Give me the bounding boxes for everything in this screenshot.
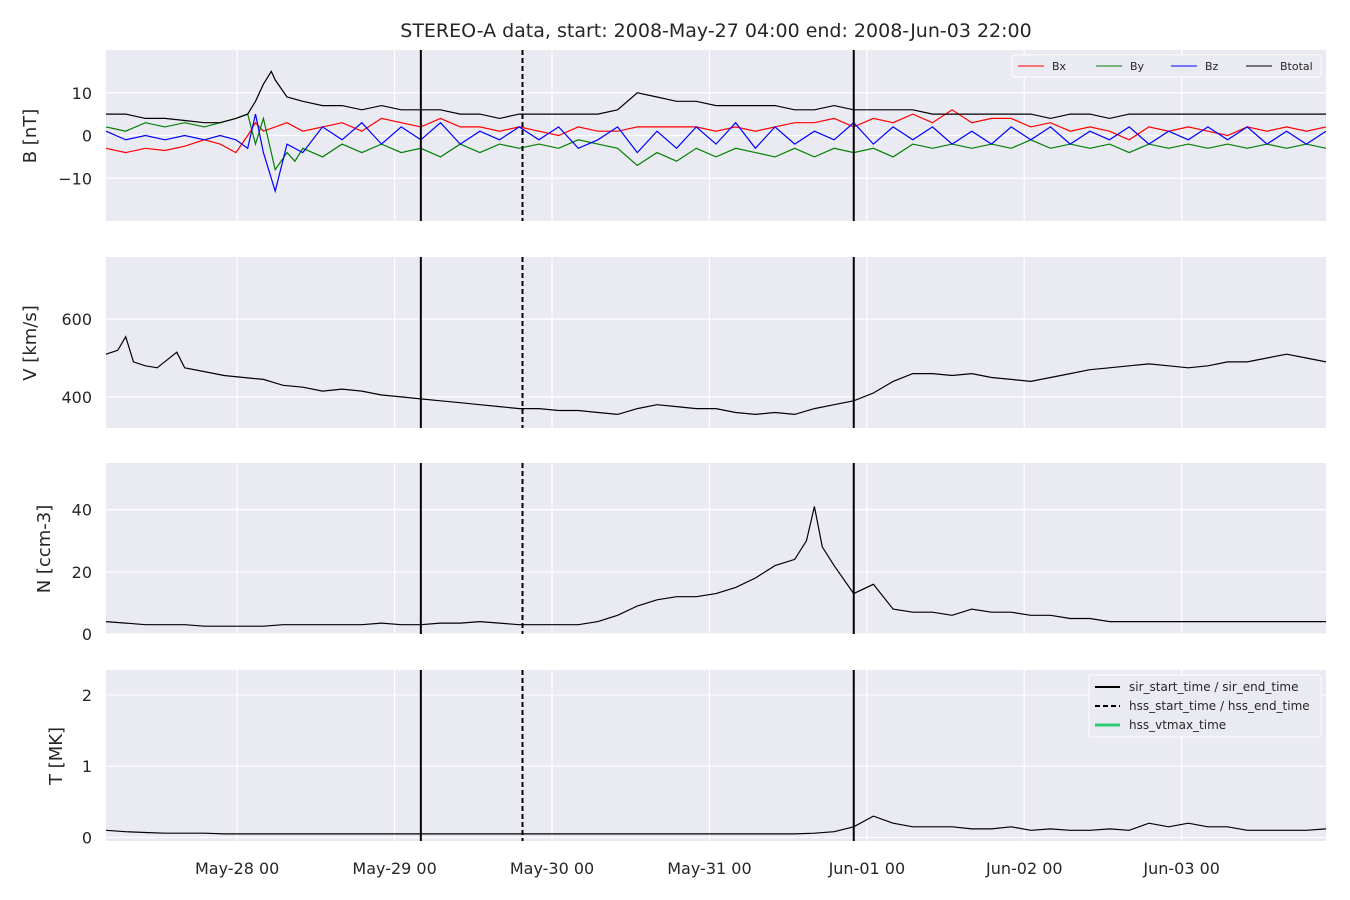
panel-t-series-0-line <box>105 815 1327 835</box>
panel-n-ytick-label: 40 <box>72 501 92 520</box>
legend-vtmax-label: hss_vtmax_time <box>1129 718 1226 732</box>
chart-title: STEREO-A data, start: 2008-May-27 04:00 … <box>400 20 1031 42</box>
panel-v-ylabel: V [km/s] <box>20 305 41 380</box>
panel-t-ytick-label: 1 <box>82 757 92 776</box>
panel-n-ylabel: N [ccm-3] <box>34 505 55 594</box>
panel-n-series-0-line <box>105 506 1326 627</box>
panel-b-ytick-label: 10 <box>72 84 92 103</box>
panel-v-ytick-label: 600 <box>61 310 92 329</box>
x-tick-label: May-30 00 <box>510 859 594 878</box>
panel-b-legend: Bx By Bz Btotal <box>1011 54 1322 78</box>
panel-v: 400 600 V [km/s] <box>20 257 1327 428</box>
panel-b-ytick-label: −10 <box>58 169 92 188</box>
panel-v-event-lines <box>419 257 855 428</box>
panel-v-grid <box>106 257 1326 428</box>
panel-b-event-lines <box>419 50 855 221</box>
panel-v-y-ticks: 400 600 <box>61 310 92 407</box>
panel-v-series <box>105 335 1327 416</box>
panel-b-series-bz-line <box>105 113 1327 194</box>
panel-b-series <box>105 70 1327 194</box>
panel-n-event-lines <box>419 463 855 634</box>
panel-n-grid <box>106 463 1326 635</box>
panel-n-y-ticks: 0 20 40 <box>72 501 92 644</box>
panel-v-ytick-label: 400 <box>61 388 92 407</box>
x-tick-label: Jun-01 00 <box>828 859 906 878</box>
panel-b-series-bx-line <box>105 109 1327 154</box>
panel-n-series <box>105 506 1326 627</box>
panel-t-ylabel: T [MK] <box>46 727 67 786</box>
legend-bz-label: Bz <box>1205 60 1219 73</box>
panel-b-legend-box <box>1011 54 1322 78</box>
x-tick-label: Jun-02 00 <box>985 859 1063 878</box>
panel-b: −10 0 10 B [nT] Bx By Bz Btotal <box>20 50 1327 221</box>
panel-t: 0 1 2 T [MK] sir_start_time / sir_end_time… <box>46 670 1327 848</box>
legend-btotal-label: Btotal <box>1280 60 1313 73</box>
panel-v-bg <box>106 257 1326 428</box>
panel-t-event-lines <box>419 670 855 841</box>
panel-t-ytick-label: 2 <box>82 686 92 705</box>
legend-hss-label: hss_start_time / hss_end_time <box>1129 699 1310 713</box>
panel-t-y-ticks: 0 1 2 <box>82 686 92 848</box>
x-tick-label: May-28 00 <box>195 859 279 878</box>
x-tick-labels: May-28 00 May-29 00 May-30 00 May-31 00 Jun-… <box>195 859 1220 878</box>
x-tick-label: May-31 00 <box>667 859 751 878</box>
panel-n-ytick-label: 20 <box>72 563 92 582</box>
panel-b-ytick-label: 0 <box>82 127 92 146</box>
panel-b-grid <box>106 50 1326 221</box>
panel-t-legend: sir_start_time / sir_end_time hss_start_… <box>1088 674 1322 738</box>
panel-n: 0 20 40 N [ccm-3] <box>34 463 1326 644</box>
panel-t-series <box>105 815 1327 835</box>
panel-v-series-0-line <box>105 335 1327 416</box>
x-tick-label: Jun-03 00 <box>1142 859 1220 878</box>
panel-t-ytick-label: 0 <box>82 828 92 847</box>
panel-b-series-by-line <box>105 113 1327 172</box>
panel-n-ytick-label: 0 <box>82 625 92 644</box>
legend-by-label: By <box>1130 60 1145 73</box>
x-tick-label: May-29 00 <box>352 859 436 878</box>
panel-b-y-ticks: −10 0 10 <box>58 84 92 189</box>
panel-b-ylabel: B [nT] <box>20 109 41 164</box>
panel-b-series-btotal-line <box>106 70 1326 124</box>
panel-n-bg <box>106 463 1326 634</box>
legend-sir-label: sir_start_time / sir_end_time <box>1129 680 1299 694</box>
panel-t-legend-box <box>1088 674 1322 738</box>
legend-bx-label: Bx <box>1052 60 1067 73</box>
